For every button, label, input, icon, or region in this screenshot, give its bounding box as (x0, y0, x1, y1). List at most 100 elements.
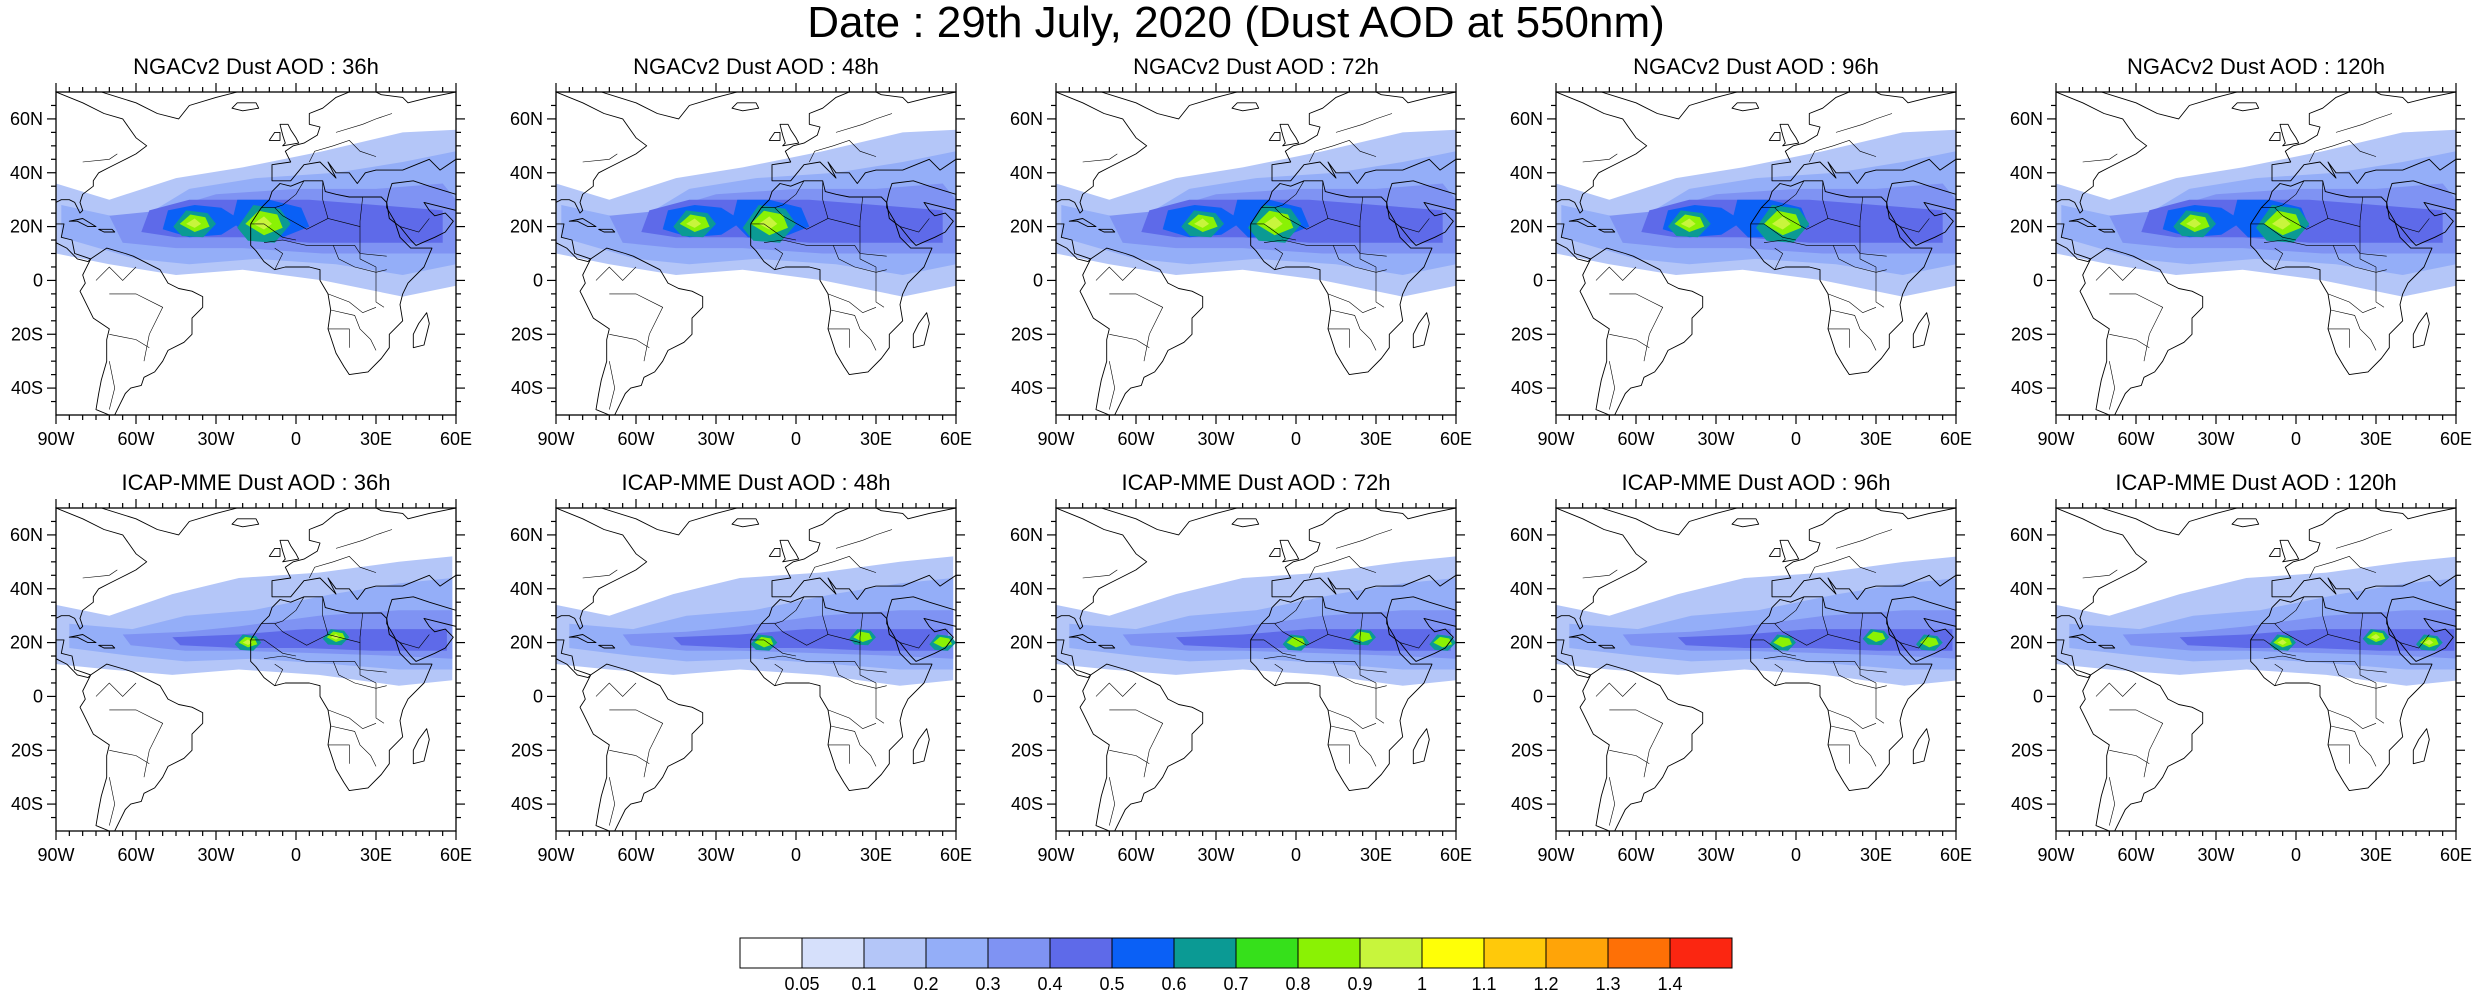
lon-tick-label: 30E (1360, 845, 1392, 865)
country-border (899, 218, 930, 233)
coastline (1231, 518, 1260, 528)
coastline (771, 508, 956, 600)
figure-title: Date : 29th July, 2020 (Dust AOD at 550n… (807, 0, 1665, 47)
lon-tick-label: 0 (791, 429, 801, 449)
coastline (750, 596, 933, 792)
lon-tick-label: 90W (537, 845, 574, 865)
country-border (1261, 196, 1363, 230)
coastline (2068, 218, 2097, 228)
coastline (1279, 123, 1300, 147)
colorbar-label: 0.2 (913, 974, 938, 994)
lon-tick-label: 60E (1440, 429, 1472, 449)
coastline (750, 180, 933, 376)
coastline (779, 123, 800, 147)
coastline (1598, 228, 1616, 233)
lat-tick-label: 40S (1011, 794, 1043, 814)
coastline (1912, 312, 1930, 349)
aod-core (758, 216, 778, 230)
coastline (2231, 102, 2260, 112)
lat-tick-label: 40N (2010, 163, 2043, 183)
lat-tick-label: 20N (1510, 633, 1543, 653)
coastline (268, 547, 281, 557)
country-border (1095, 266, 1137, 281)
coastline (1412, 728, 1430, 765)
lon-tick-label: 30W (1697, 429, 1734, 449)
colorbar-box (801, 937, 865, 969)
lon-tick-label: 30E (2360, 429, 2392, 449)
coastline (79, 247, 204, 415)
country-border (827, 293, 877, 314)
country-border (1582, 153, 1618, 163)
coastline (1779, 123, 1800, 147)
dust-aod-map: 90W 60W 30W 0 30E 60E 60N 40N 20N 0 20S 40S (10, 499, 472, 865)
country-border (1582, 569, 1618, 579)
country-border (322, 596, 329, 635)
map-panel: ICAP-MME Dust AOD : 96h 90W 60W 30W 0 30E 60E 6… (1510, 471, 1972, 866)
country-border (261, 196, 363, 230)
panel-title: ICAP-MME Dust AOD : 120h (2115, 470, 2397, 495)
lat-tick-label: 20S (11, 324, 43, 344)
lon-tick-label: 60E (2440, 845, 2472, 865)
lon-tick-label: 30W (2197, 429, 2234, 449)
lon-tick-label: 90W (1537, 429, 1574, 449)
coastline (771, 92, 956, 184)
map-panel: ICAP-MME Dust AOD : 72h 90W 60W 30W 0 30E 60E 6… (1010, 471, 1472, 866)
country-border (859, 642, 877, 684)
country-border (2322, 180, 2329, 219)
country-border (2082, 153, 2118, 163)
coastline (579, 247, 704, 415)
country-border (875, 267, 885, 308)
country-border (274, 247, 284, 270)
colorbar-label: 1 (1417, 974, 1427, 994)
colorbar-label: 0.05 (784, 974, 819, 994)
coastline (1771, 92, 1956, 184)
lat-tick-label: 20S (1011, 324, 1043, 344)
lat-tick-label: 40N (510, 579, 543, 599)
coastline (250, 180, 433, 376)
map-panel: ICAP-MME Dust AOD : 48h 90W 60W 30W 0 30E 60E 6… (510, 471, 972, 866)
aod-core (1680, 218, 1696, 228)
country-border (1595, 682, 1637, 697)
lat-tick-label: 20S (2011, 740, 2043, 760)
country-border (1109, 777, 1116, 826)
colorbar-label: 0.3 (975, 974, 1000, 994)
country-border (274, 663, 284, 686)
colorbar-label: 0.1 (851, 974, 876, 994)
dust-aod-map: 90W 60W 30W 0 30E 60E 60N 40N 20N 0 20S 40S (510, 499, 972, 865)
lat-tick-label: 20S (511, 740, 543, 760)
colorbar-label: 1.2 (1533, 974, 1558, 994)
coastline (1100, 508, 1238, 536)
country-border (822, 180, 829, 219)
country-border (250, 639, 297, 657)
map-panel: NGACv2 Dust AOD : 96h 90W 60W 30W 0 30E 60E 60N… (1510, 55, 1972, 450)
coastline (231, 102, 260, 112)
country-border (2335, 113, 2393, 133)
lon-tick-label: 0 (2291, 845, 2301, 865)
lat-tick-label: 20N (510, 217, 543, 237)
lat-tick-label: 20S (1511, 324, 1543, 344)
country-border (1609, 293, 1664, 362)
country-border (1309, 556, 1377, 579)
coastline (1056, 92, 1148, 214)
country-border (1827, 709, 1877, 730)
lon-tick-label: 30E (360, 429, 392, 449)
lon-tick-label: 30E (860, 429, 892, 449)
colorbar-box (1111, 937, 1175, 969)
country-border (1774, 247, 1784, 270)
coastline (886, 596, 956, 662)
country-border (1774, 180, 1805, 208)
coastline (579, 663, 704, 831)
country-border (2328, 744, 2350, 764)
country-border (1274, 180, 1305, 208)
lon-tick-label: 90W (37, 845, 74, 865)
country-border (1322, 180, 1329, 219)
colorbar-box (1545, 937, 1609, 969)
map-panel: NGACv2 Dust AOD : 36h 90W 60W 30W 0 30E 60E 60N… (10, 55, 472, 450)
coastline (2056, 508, 2148, 630)
coastline (98, 644, 116, 649)
coastline (1556, 639, 1592, 679)
country-border (82, 569, 118, 579)
lat-tick-label: 40N (2010, 579, 2043, 599)
lat-tick-label: 0 (33, 686, 43, 706)
lat-tick-label: 40S (2011, 378, 2043, 398)
